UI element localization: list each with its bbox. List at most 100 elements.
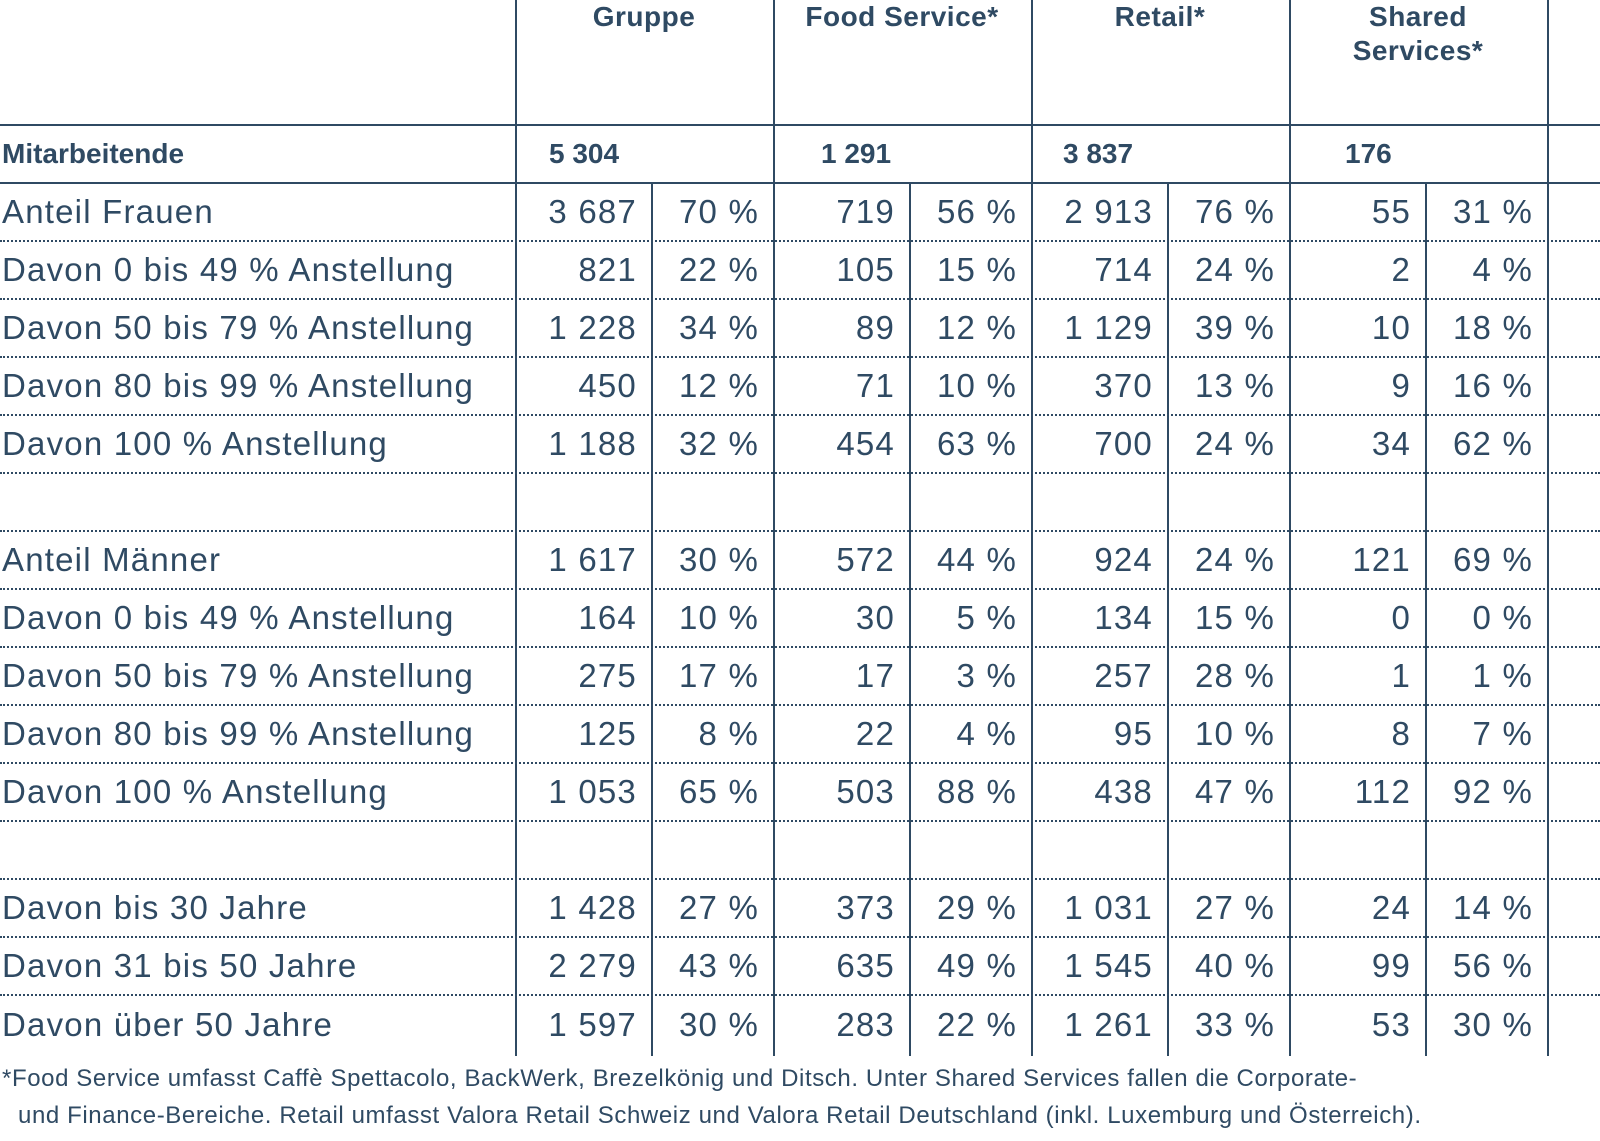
cell-food-service-percent: 49 % [936,947,1017,984]
table-row: Anteil Frauen 3 687 70 % 719 56 % 2 913 … [0,184,1600,242]
cell-gruppe-count: 1 597 [548,1006,637,1043]
total-employees-row: Mitarbeitende 5 304 1 291 3 837 176 [0,126,1600,184]
cell-retail-count: 370 [1094,367,1153,404]
cell-retail-count: 1 031 [1064,889,1153,926]
cell-food-service-percent: 3 % [956,657,1017,694]
cell-retail-count: 714 [1094,251,1153,288]
cell-gruppe-percent: 22 % [678,251,759,288]
table-row: Davon 100 % Anstellung 1 053 65 % 503 88… [0,764,1600,822]
cell-gruppe-percent: 12 % [678,367,759,404]
cell-shared-services-percent: 0 % [1472,599,1533,636]
cell-shared-services-percent: 7 % [1472,715,1533,752]
cell-shared-services-count: 9 [1391,367,1411,404]
cell-food-service-count: 719 [836,193,895,230]
employee-statistics-table: Gruppe Food Service* Retail* Shared Serv… [0,0,1600,1043]
cell-retail-count: 95 [1113,715,1153,752]
table-row: Davon 80 bis 99 % Anstellung 450 12 % 71… [0,358,1600,416]
cell-retail-percent: 39 % [1194,309,1275,346]
column-header-retail: Retail* [1114,1,1206,32]
cell-gruppe-percent: 17 % [678,657,759,694]
footnote: *Food Service umfasst Caffè Spettacolo, … [2,1060,1592,1134]
table-row: Davon 0 bis 49 % Anstellung 821 22 % 105… [0,242,1600,300]
cell-gruppe-count: 1 228 [548,309,637,346]
column-header-shared-services-line1: Shared [1369,1,1467,32]
cell-food-service-percent: 10 % [936,367,1017,404]
total-food-service: 1 291 [821,138,892,169]
cell-food-service-percent: 29 % [936,889,1017,926]
cell-retail-count: 2 913 [1064,193,1153,230]
section-spacer [0,474,1600,532]
total-label: Mitarbeitende [2,138,185,169]
cell-gruppe-count: 125 [578,715,637,752]
row-label: Davon bis 30 Jahre [2,889,308,926]
cell-food-service-count: 635 [836,947,895,984]
footnote-line-2: und Finance-Bereiche. Retail umfasst Val… [18,1102,1422,1129]
column-header-shared-services-line2: Services* [1352,35,1484,66]
cell-retail-count: 438 [1094,773,1153,810]
cell-retail-percent: 33 % [1194,1006,1275,1043]
cell-gruppe-percent: 32 % [678,425,759,462]
cell-shared-services-count: 1 [1391,657,1411,694]
cell-gruppe-count: 1 617 [548,541,637,578]
cell-gruppe-percent: 34 % [678,309,759,346]
table-row: Davon 50 bis 79 % Anstellung 275 17 % 17… [0,648,1600,706]
cell-gruppe-percent: 65 % [678,773,759,810]
cell-food-service-percent: 88 % [936,773,1017,810]
column-header-food-service: Food Service* [805,1,999,32]
table-row: Davon 31 bis 50 Jahre 2 279 43 % 635 49 … [0,938,1600,996]
cell-retail-percent: 40 % [1194,947,1275,984]
cell-food-service-count: 89 [855,309,895,346]
table-row: Davon 0 bis 49 % Anstellung 164 10 % 30 … [0,590,1600,648]
cell-retail-count: 700 [1094,425,1153,462]
cell-food-service-count: 17 [855,657,895,694]
row-label: Davon 50 bis 79 % Anstellung [2,657,475,694]
cell-food-service-count: 454 [836,425,895,462]
cell-gruppe-count: 164 [578,599,637,636]
cell-retail-percent: 27 % [1194,889,1275,926]
row-label: Anteil Männer [2,541,222,578]
cell-gruppe-count: 275 [578,657,637,694]
cell-food-service-percent: 12 % [936,309,1017,346]
cell-gruppe-percent: 27 % [678,889,759,926]
row-label: Davon 80 bis 99 % Anstellung [2,715,475,752]
cell-gruppe-count: 450 [578,367,637,404]
cell-gruppe-percent: 10 % [678,599,759,636]
cell-gruppe-count: 2 279 [548,947,637,984]
cell-retail-percent: 24 % [1194,541,1275,578]
cell-retail-count: 1 129 [1064,309,1153,346]
cell-retail-percent: 13 % [1194,367,1275,404]
cell-gruppe-percent: 30 % [678,541,759,578]
column-header-shared-services: Shared Services* [1289,0,1547,124]
cell-retail-percent: 10 % [1194,715,1275,752]
row-label: Davon 100 % Anstellung [2,425,388,462]
column-divider-food-service [773,0,775,1056]
total-gruppe: 5 304 [549,138,620,169]
total-shared-services: 176 [1345,138,1392,169]
cell-food-service-percent: 5 % [956,599,1017,636]
cell-gruppe-percent: 70 % [678,193,759,230]
section-spacer [0,822,1600,880]
cell-gruppe-count: 821 [578,251,637,288]
cell-gruppe-percent: 8 % [698,715,759,752]
cell-shared-services-count: 55 [1371,193,1411,230]
cell-food-service-count: 71 [855,367,895,404]
cell-food-service-percent: 63 % [936,425,1017,462]
cell-retail-percent: 24 % [1194,251,1275,288]
cell-shared-services-percent: 18 % [1452,309,1533,346]
cell-shared-services-percent: 69 % [1452,541,1533,578]
cell-shared-services-percent: 4 % [1472,251,1533,288]
cell-shared-services-percent: 30 % [1452,1006,1533,1043]
cell-gruppe-percent: 43 % [678,947,759,984]
cell-food-service-count: 373 [836,889,895,926]
footnote-line-1: *Food Service umfasst Caffè Spettacolo, … [2,1065,1358,1092]
cell-food-service-percent: 22 % [936,1006,1017,1043]
cell-food-service-percent: 15 % [936,251,1017,288]
cell-shared-services-percent: 16 % [1452,367,1533,404]
table-header-row: Gruppe Food Service* Retail* Shared Serv… [0,0,1600,126]
cell-retail-percent: 76 % [1194,193,1275,230]
cell-shared-services-count: 34 [1371,425,1411,462]
cell-retail-percent: 24 % [1194,425,1275,462]
cell-shared-services-count: 2 [1391,251,1411,288]
total-retail: 3 837 [1063,138,1134,169]
cell-shared-services-percent: 56 % [1452,947,1533,984]
